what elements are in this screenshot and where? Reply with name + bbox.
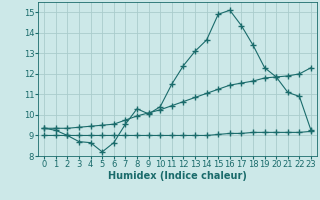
X-axis label: Humidex (Indice chaleur): Humidex (Indice chaleur) bbox=[108, 171, 247, 181]
